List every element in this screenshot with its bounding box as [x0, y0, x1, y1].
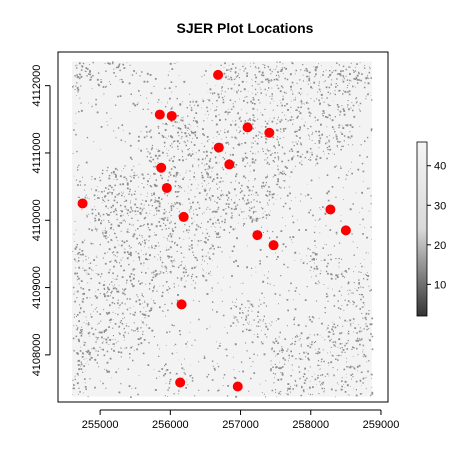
x-tick-label: 256000 [152, 419, 189, 431]
colorbar-gradient [416, 141, 428, 317]
x-tick-label: 259000 [363, 419, 400, 431]
plot-point [268, 240, 279, 251]
plot-point [178, 211, 189, 222]
plot-point [213, 142, 224, 153]
plot-point [325, 204, 336, 215]
colorbar-tick-label: 20 [434, 240, 446, 252]
y-tick-label: 4112000 [31, 65, 43, 107]
y-tick-label: 4110000 [31, 199, 43, 241]
plot-point [264, 127, 275, 138]
plot-point [154, 109, 165, 120]
x-axis: 255000 256000 257000 258000 259000 [82, 409, 400, 431]
plot-point [176, 299, 187, 310]
y-tick-label: 4108000 [31, 333, 43, 376]
plot-point [166, 110, 177, 121]
plot-point [224, 159, 235, 170]
plot-frame [57, 51, 389, 403]
colorbar-tick-label: 10 [434, 279, 446, 291]
colorbar-tick-label: 40 [434, 161, 446, 173]
y-tick-label: 4111000 [31, 132, 43, 173]
plot-point [232, 381, 243, 392]
plot-point [213, 69, 224, 80]
y-axis: 4108000 4109000 4110000 4111000 4112000 [31, 65, 51, 376]
colorbar-tick-label: 30 [434, 200, 446, 212]
plot-point [175, 377, 186, 388]
colorbar-legend: 10 20 30 40 [416, 141, 446, 317]
plot-point [242, 122, 253, 133]
raster-background [72, 61, 372, 397]
plot-points [77, 69, 351, 392]
chart-title: SJER Plot Locations [177, 20, 314, 36]
x-tick-label: 258000 [292, 419, 329, 431]
x-tick-label: 255000 [82, 419, 119, 431]
plot-point [340, 225, 351, 236]
x-tick-label: 257000 [222, 419, 259, 431]
canopy-height-raster [72, 61, 374, 399]
plot-point [161, 182, 172, 193]
plot-point [156, 162, 167, 173]
plot-point [252, 230, 263, 241]
plot-point [77, 198, 88, 209]
y-tick-label: 4109000 [31, 266, 43, 309]
